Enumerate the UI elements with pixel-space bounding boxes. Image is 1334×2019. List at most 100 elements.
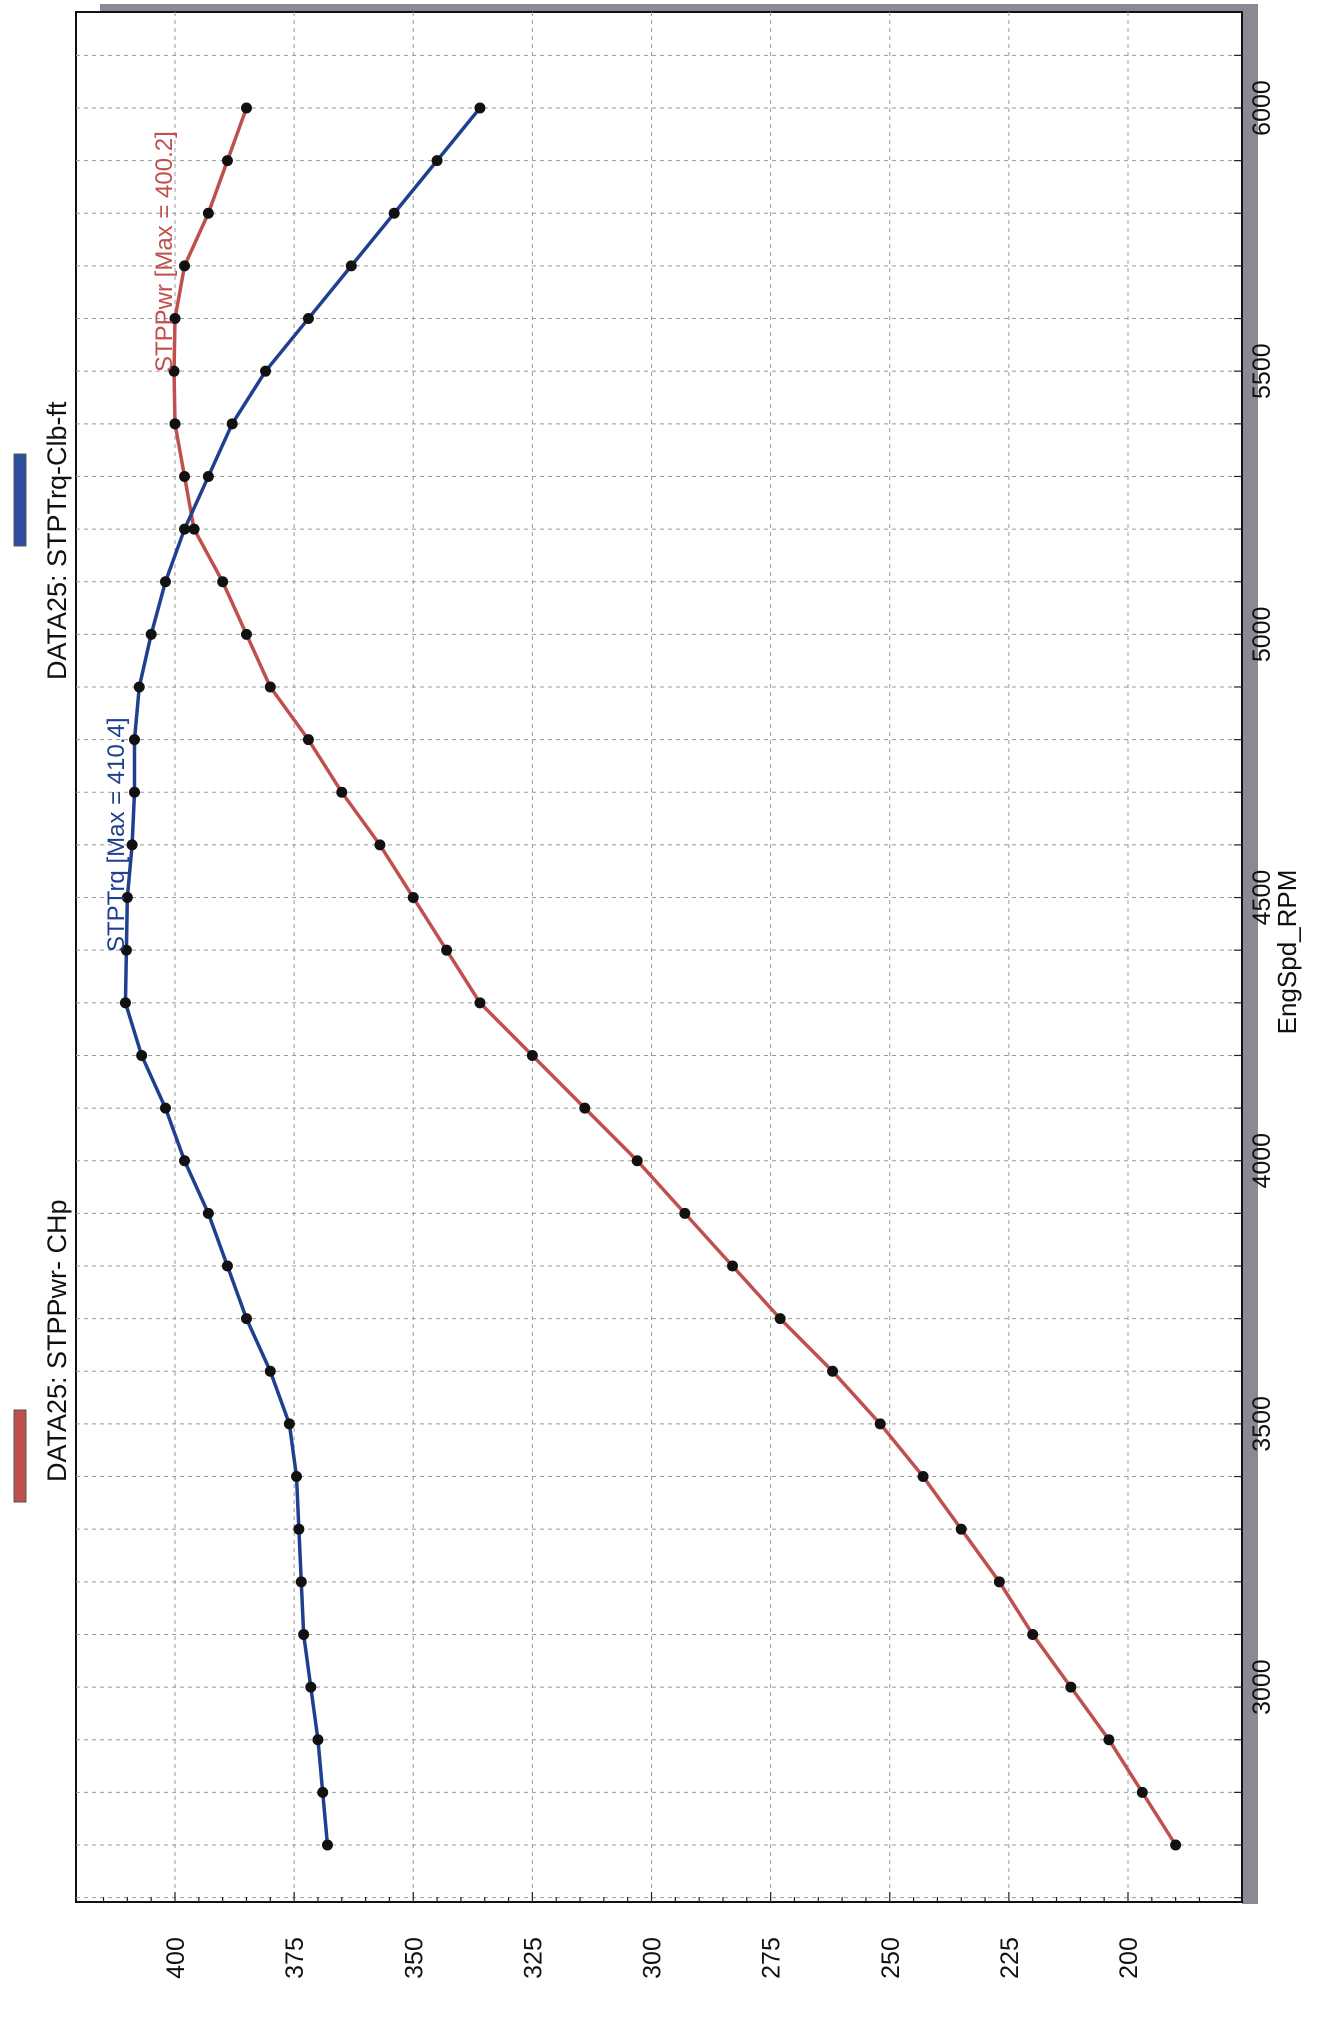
- stppwr-point: [579, 1102, 591, 1114]
- stppwr-point: [374, 839, 386, 851]
- stppwr-point: [179, 260, 191, 272]
- series-layer: [119, 102, 1182, 1851]
- stptrq-point: [120, 944, 132, 956]
- y-tick-label: 350: [400, 1937, 428, 1979]
- stppwr-point: [169, 418, 181, 430]
- stppwr-point: [1065, 1681, 1077, 1693]
- stptrq-point: [295, 1576, 307, 1588]
- stptrq-point: [240, 1313, 252, 1325]
- stptrq-point: [179, 523, 191, 535]
- stppwr-point: [874, 1418, 886, 1430]
- stppwr-point: [1027, 1628, 1039, 1640]
- stptrq-point: [159, 576, 171, 588]
- tick-labels: 3000 3500 4000 4500 5000 5500 6000 200 225 250 275…: [162, 80, 1276, 1979]
- stppwr-point: [188, 523, 200, 535]
- stppwr-point: [955, 1523, 967, 1535]
- stppwr-max-annotation: STPPwr [Max = 400.2]: [151, 131, 178, 372]
- stppwr-point: [474, 997, 486, 1009]
- stptrq-point: [221, 1260, 233, 1272]
- stptrq-point: [121, 892, 133, 904]
- stppwr-point: [917, 1471, 929, 1483]
- x-tick-label: 6000: [1248, 80, 1276, 136]
- stptrq-point: [179, 1155, 191, 1167]
- stppwr-line: [172, 107, 1178, 1846]
- stppwr-point: [240, 628, 252, 640]
- legend-label-stppwr: DATA25: STPPwr- CHp: [42, 1199, 72, 1482]
- stptrq-point: [345, 260, 357, 272]
- stptrq-point: [202, 1207, 214, 1219]
- stppwr-point: [240, 102, 252, 114]
- stppwr-point: [631, 1155, 643, 1167]
- stppwr-point: [1170, 1839, 1182, 1851]
- stppwr-point: [679, 1207, 691, 1219]
- stptrq-point: [474, 102, 486, 114]
- x-tick-label: 3500: [1248, 1396, 1276, 1452]
- axis-ticks: [102, 54, 1242, 1902]
- stptrq-point: [128, 734, 140, 746]
- legend-swatch-stptrq: [13, 453, 27, 547]
- stptrq-point: [145, 628, 157, 640]
- stptrq-point: [264, 1365, 276, 1377]
- y-tick-label: 400: [162, 1937, 190, 1979]
- stppwr-point: [1136, 1786, 1148, 1798]
- x-axis-title: EngSpd_RPM: [1272, 870, 1302, 1035]
- stppwr-point: [827, 1365, 839, 1377]
- stptrq-point: [317, 1786, 329, 1798]
- stptrq-point: [133, 681, 145, 693]
- stppwr-point: [336, 786, 348, 798]
- plot-area: [75, 11, 1243, 1903]
- legend-label-stptrq: DATA25: STPTrq-Clb-ft: [42, 401, 72, 680]
- stptrq-point: [226, 418, 238, 430]
- stptrq-point: [202, 470, 214, 482]
- stptrq-point: [260, 365, 272, 377]
- stptrq-point: [291, 1471, 303, 1483]
- y-tick-label: 250: [877, 1937, 905, 1979]
- stppwr-point: [179, 470, 191, 482]
- stppwr-point: [526, 1049, 538, 1061]
- stptrq-point: [388, 207, 400, 219]
- stptrq-point: [159, 1102, 171, 1114]
- y-tick-label: 225: [996, 1937, 1024, 1979]
- x-tick-label: 4500: [1248, 870, 1276, 926]
- legend-item-stptrq: DATA25: STPTrq-Clb-ft: [42, 401, 72, 680]
- x-tick-label: 3000: [1248, 1659, 1276, 1715]
- stppwr-point: [302, 734, 314, 746]
- stptrq-point: [431, 155, 443, 167]
- x-tick-label: 5000: [1248, 607, 1276, 663]
- stppwr-point: [264, 681, 276, 693]
- y-tick-label: 200: [1115, 1937, 1143, 1979]
- stptrq-point: [119, 997, 131, 1009]
- legend-swatch-stppwr: [13, 1409, 27, 1503]
- stppwr-point: [1103, 1734, 1115, 1746]
- stppwr-point: [407, 892, 419, 904]
- stptrq-max-annotation: STPTrq [Max = 410.4]: [103, 717, 130, 952]
- stptrq-point: [283, 1418, 295, 1430]
- stptrq-point: [128, 786, 140, 798]
- stptrq-point: [126, 839, 138, 851]
- stppwr-point: [774, 1313, 786, 1325]
- stppwr-point: [168, 365, 180, 377]
- stptrq-point: [305, 1681, 317, 1693]
- stppwr-point: [169, 313, 181, 325]
- stptrq-point: [302, 313, 314, 325]
- x-tick-label: 4000: [1248, 1133, 1276, 1189]
- x-tick-label: 5500: [1248, 343, 1276, 399]
- stptrq-point: [298, 1628, 310, 1640]
- stppwr-point: [221, 155, 233, 167]
- y-tick-label: 300: [639, 1937, 667, 1979]
- legend-item-stppwr: DATA25: STPPwr- CHp: [42, 1199, 72, 1482]
- stptrq-line: [123, 106, 482, 1846]
- y-tick-label: 275: [758, 1937, 786, 1979]
- plot-shadow-right: [1242, 4, 1258, 1904]
- y-tick-label: 325: [519, 1937, 547, 1979]
- stppwr-point: [441, 944, 453, 956]
- stppwr-point: [217, 576, 229, 588]
- y-tick-label: 375: [281, 1937, 309, 1979]
- gridlines: [76, 12, 1242, 1902]
- stptrq-point: [293, 1523, 305, 1535]
- legend: DATA25: STPPwr- CHp DATA25: STPTrq-Clb-f…: [13, 401, 72, 1503]
- stptrq-point: [312, 1734, 324, 1746]
- stppwr-point: [727, 1260, 739, 1272]
- stptrq-point: [321, 1839, 333, 1851]
